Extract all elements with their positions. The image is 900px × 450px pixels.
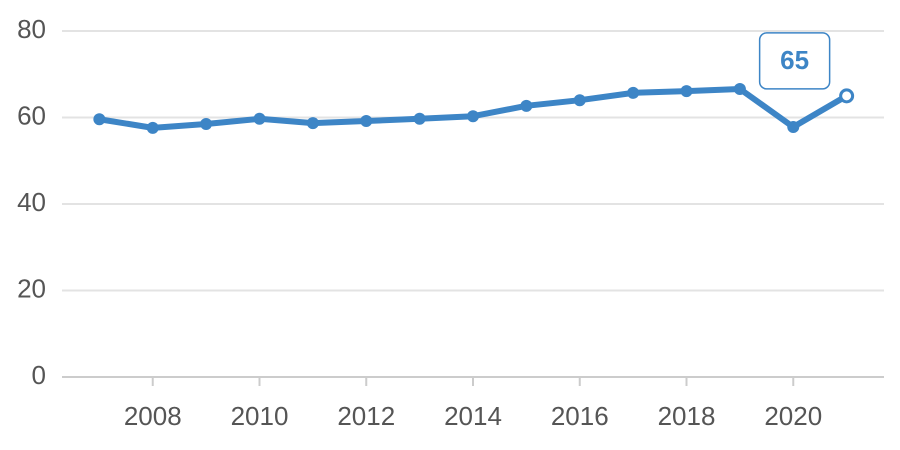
data-point [787, 121, 800, 134]
data-point [413, 112, 426, 125]
x-tick-label: 2020 [764, 401, 822, 431]
y-tick-label: 80 [17, 14, 46, 44]
data-point [146, 121, 159, 134]
data-point [93, 113, 106, 126]
data-point [253, 112, 266, 125]
data-point [360, 114, 373, 127]
value-label: 65 [780, 45, 809, 75]
x-tick-label: 2012 [337, 401, 395, 431]
data-point [200, 117, 213, 130]
x-tick-label: 2016 [551, 401, 609, 431]
x-tick-label: 2018 [658, 401, 716, 431]
data-point [306, 117, 319, 130]
y-tick-label: 0 [32, 360, 46, 390]
x-tick-label: 2010 [231, 401, 289, 431]
data-point [520, 99, 533, 112]
y-tick-label: 60 [17, 100, 46, 130]
data-point [573, 94, 586, 107]
data-point [467, 110, 479, 123]
y-tick-label: 40 [17, 187, 46, 217]
data-point [839, 88, 855, 104]
data-point [733, 82, 746, 95]
data-point [627, 86, 640, 99]
x-tick-label: 2008 [124, 401, 182, 431]
value-label-box [758, 32, 831, 90]
y-tick-label: 20 [17, 273, 46, 303]
x-tick-label: 2014 [444, 401, 502, 431]
data-point [680, 85, 693, 98]
